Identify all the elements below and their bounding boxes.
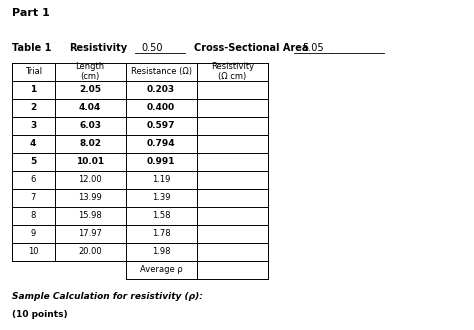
Text: 15.98: 15.98 [78, 211, 102, 220]
Text: 4.04: 4.04 [79, 103, 101, 112]
Text: 1.98: 1.98 [152, 247, 171, 256]
Text: 6: 6 [30, 175, 36, 184]
Text: 1.19: 1.19 [152, 175, 170, 184]
Text: 10.01: 10.01 [76, 157, 104, 166]
Text: 0.50: 0.50 [141, 43, 163, 53]
Text: 13.99: 13.99 [78, 193, 102, 202]
Text: 4: 4 [30, 139, 36, 148]
Text: 1.58: 1.58 [152, 211, 171, 220]
Text: 0.794: 0.794 [147, 139, 175, 148]
Text: 1.78: 1.78 [152, 229, 171, 238]
Text: Cross-Sectional Area: Cross-Sectional Area [194, 43, 309, 53]
Text: 1.39: 1.39 [152, 193, 171, 202]
Text: 0.991: 0.991 [147, 157, 175, 166]
Text: Trial: Trial [25, 67, 42, 76]
Text: 8.02: 8.02 [79, 139, 101, 148]
Text: Length
(cm): Length (cm) [75, 62, 105, 82]
Text: 6.03: 6.03 [79, 121, 101, 130]
Text: 1: 1 [30, 85, 36, 94]
Text: 10: 10 [28, 247, 38, 256]
Text: 5.05: 5.05 [302, 43, 324, 53]
Text: Resistivity: Resistivity [69, 43, 127, 53]
Text: 0.597: 0.597 [147, 121, 175, 130]
Text: Part 1: Part 1 [12, 8, 50, 18]
Text: 20.00: 20.00 [78, 247, 102, 256]
Text: 9: 9 [30, 229, 36, 238]
Text: 0.400: 0.400 [147, 103, 175, 112]
Text: 8: 8 [30, 211, 36, 220]
Text: 17.97: 17.97 [78, 229, 102, 238]
Text: (10 points): (10 points) [12, 310, 67, 319]
Text: Sample Calculation for resistivity (ρ):: Sample Calculation for resistivity (ρ): [12, 292, 203, 301]
Text: 3: 3 [30, 121, 36, 130]
Text: 2: 2 [30, 103, 36, 112]
Text: Table 1: Table 1 [12, 43, 51, 53]
Text: 2.05: 2.05 [79, 85, 101, 94]
Text: Average ρ: Average ρ [140, 265, 182, 274]
Text: Resistance (Ω): Resistance (Ω) [131, 67, 191, 76]
Text: Resistivity
(Ω cm): Resistivity (Ω cm) [211, 62, 254, 82]
Text: 5: 5 [30, 157, 36, 166]
Text: 7: 7 [30, 193, 36, 202]
Text: 12.00: 12.00 [78, 175, 102, 184]
Text: 0.203: 0.203 [147, 85, 175, 94]
